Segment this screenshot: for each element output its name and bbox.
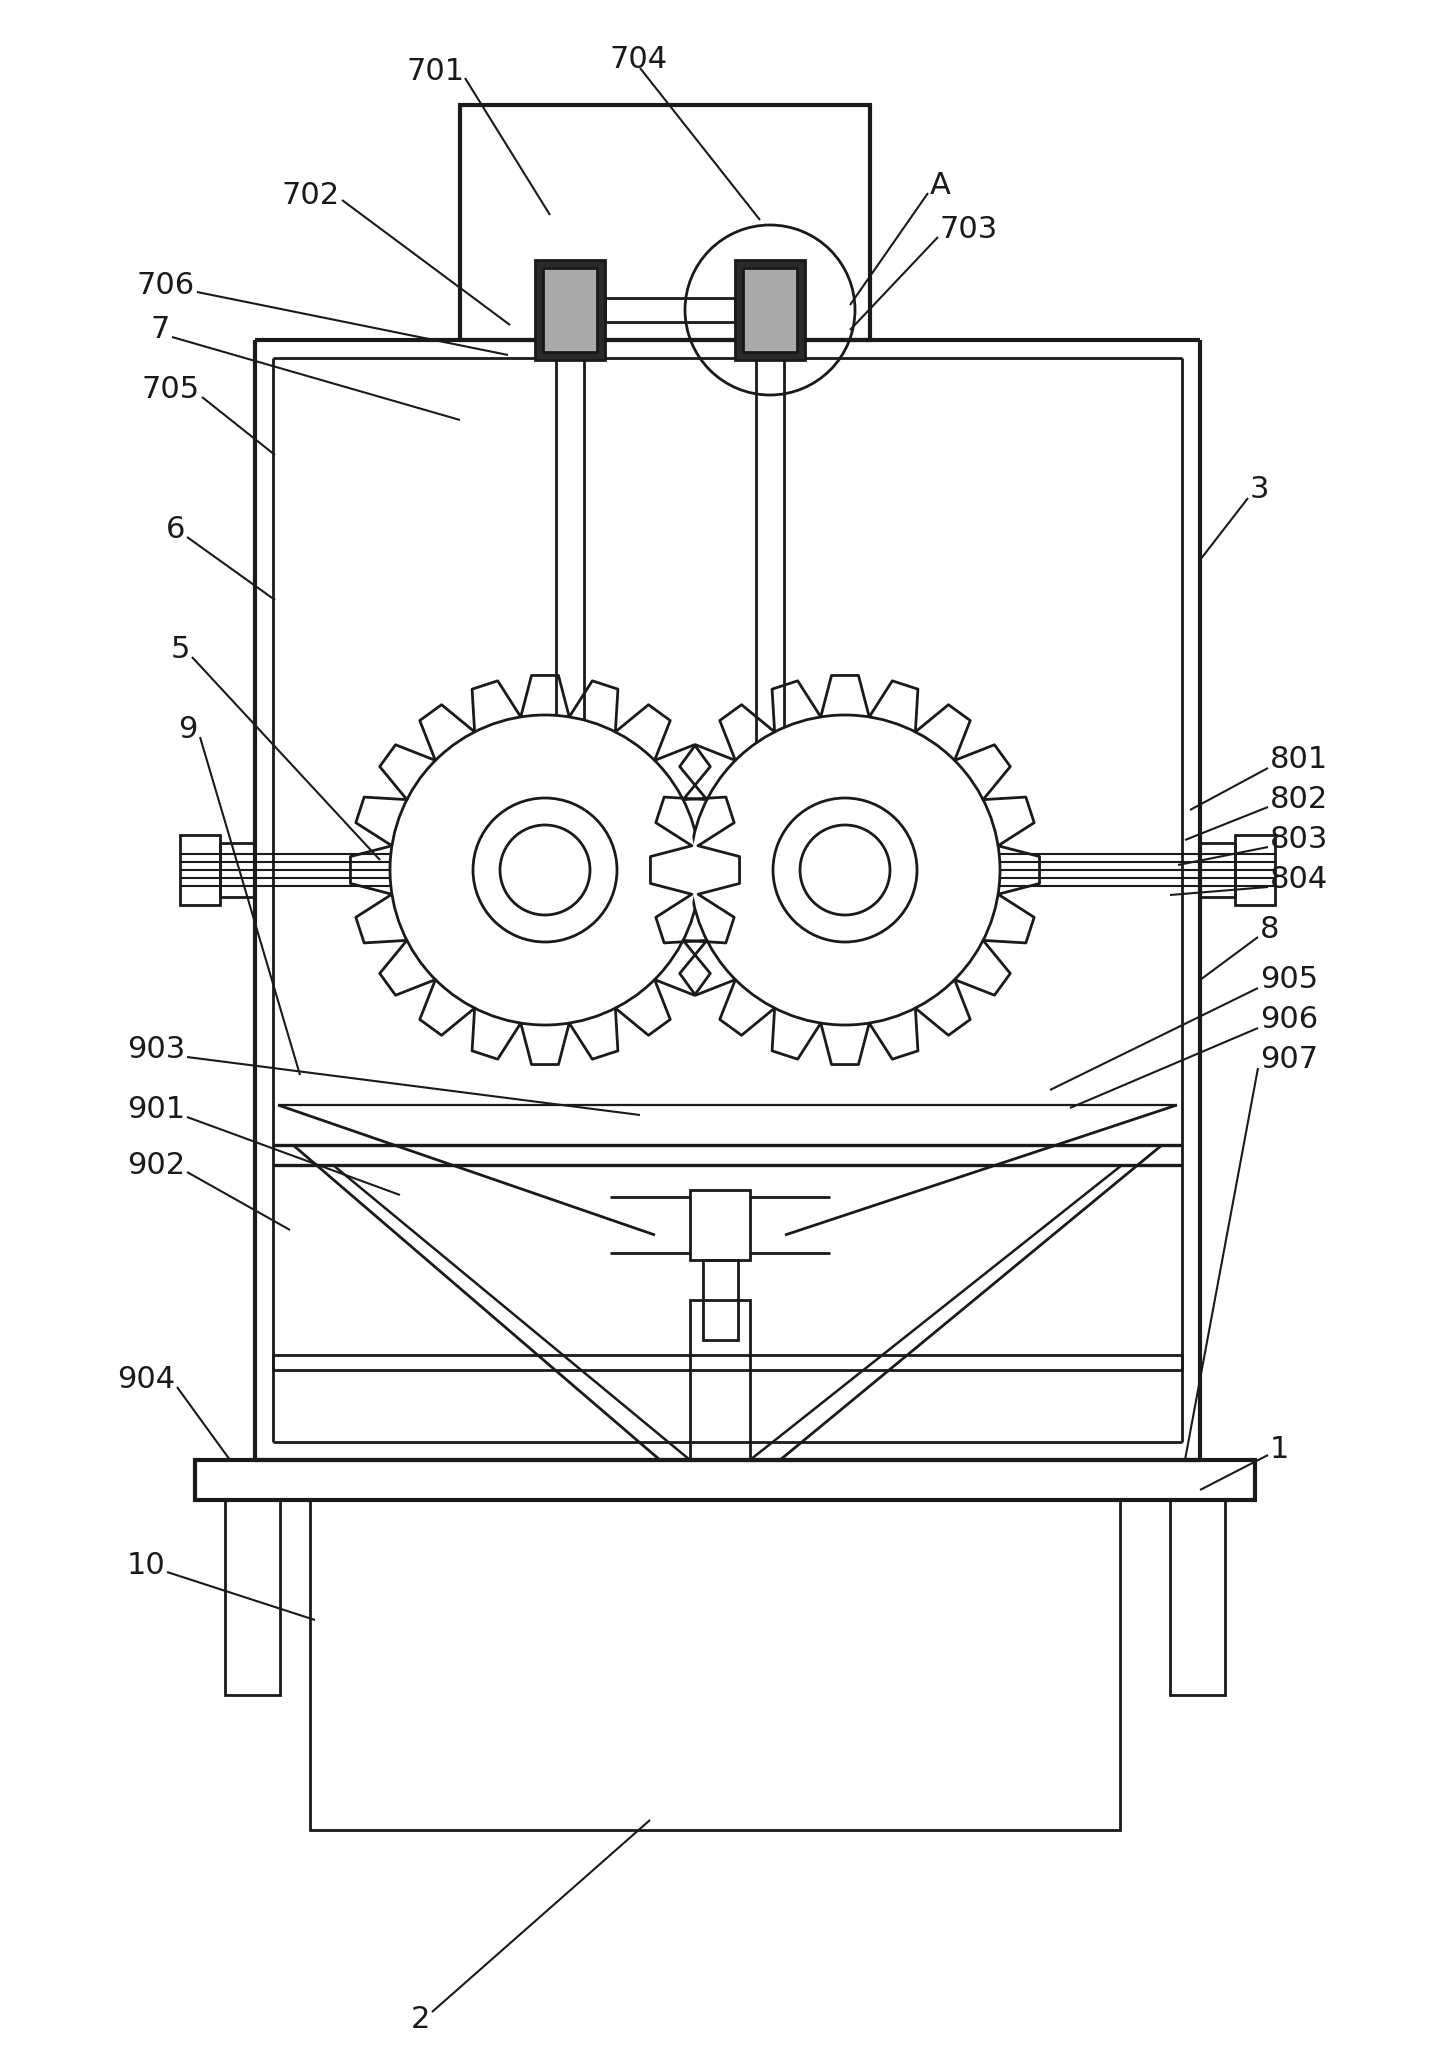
Bar (194, 1459, 1256, 1501)
Text: 904: 904 (117, 1366, 176, 1395)
Text: 907: 907 (1260, 1046, 1318, 1075)
Bar (690, 1300, 750, 1459)
Bar (543, 269, 598, 351)
Text: 704: 704 (611, 45, 668, 74)
Bar (180, 835, 220, 905)
Text: 5: 5 (170, 635, 190, 664)
Text: 801: 801 (1270, 746, 1328, 775)
Text: 902: 902 (127, 1151, 184, 1180)
Text: 8: 8 (1260, 916, 1280, 945)
Text: 3: 3 (1250, 475, 1270, 504)
Bar (743, 269, 796, 351)
Text: 703: 703 (940, 215, 998, 244)
Text: 706: 706 (137, 271, 194, 300)
Text: 705: 705 (143, 376, 200, 405)
Text: 702: 702 (282, 180, 340, 209)
Text: 2: 2 (410, 2005, 431, 2034)
Bar (734, 260, 805, 360)
Text: 802: 802 (1270, 785, 1328, 814)
Circle shape (395, 719, 696, 1021)
Text: A: A (930, 169, 950, 200)
Bar (756, 339, 783, 810)
Bar (459, 105, 870, 339)
Bar (536, 260, 605, 360)
Bar (274, 1356, 1182, 1370)
Circle shape (694, 719, 996, 1021)
Text: 10: 10 (127, 1550, 166, 1579)
Bar (605, 298, 734, 322)
Text: 901: 901 (127, 1096, 184, 1124)
Circle shape (390, 715, 700, 1025)
Bar (1200, 843, 1236, 897)
Bar (690, 1191, 750, 1261)
Text: 906: 906 (1260, 1005, 1318, 1034)
Text: 7: 7 (151, 316, 170, 345)
Text: 1: 1 (1270, 1434, 1289, 1466)
Bar (703, 1261, 739, 1339)
Text: 903: 903 (127, 1036, 184, 1065)
Text: 905: 905 (1260, 965, 1318, 994)
Text: 804: 804 (1270, 866, 1328, 895)
Bar (1169, 1501, 1225, 1695)
Text: 9: 9 (179, 715, 199, 744)
Text: 701: 701 (408, 58, 465, 87)
Bar (220, 843, 255, 897)
Bar (310, 1501, 1120, 1829)
Bar (556, 339, 585, 810)
Bar (1236, 835, 1274, 905)
Text: 6: 6 (166, 515, 184, 544)
Bar (225, 1501, 279, 1695)
Text: 803: 803 (1270, 825, 1328, 854)
Circle shape (690, 715, 999, 1025)
